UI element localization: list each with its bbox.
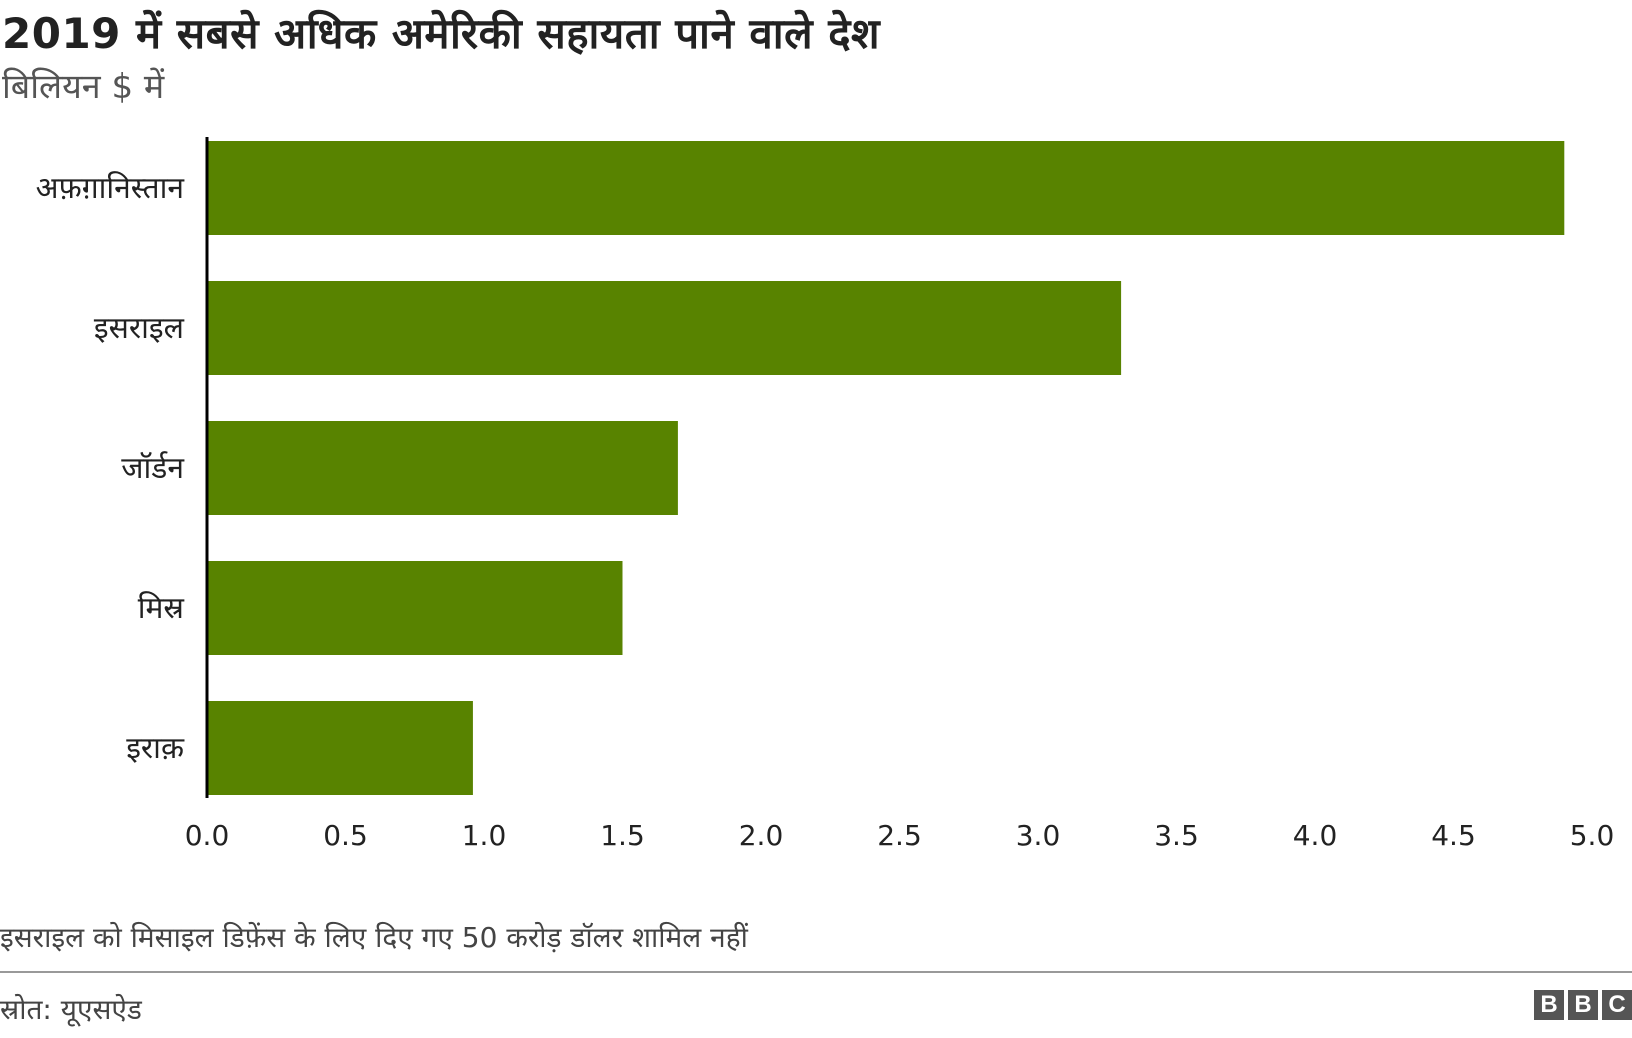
bar-0 [207,141,1565,235]
bar-1 [207,281,1122,375]
tick-label-4: 2.0 [739,819,784,852]
bar-chart: अफ़ग़ानिस्तान इसराइल जॉर्डन मिस्र इराक़ 0.0 0.… [36,137,1615,852]
logo-letter-c: C [1602,990,1632,1020]
tick-label-3: 1.5 [600,819,645,852]
tick-label-10: 5.0 [1570,819,1615,852]
tick-label-7: 3.5 [1154,819,1199,852]
category-label-0: अफ़ग़ानिस्तान [36,171,186,206]
tick-label-1: 0.5 [323,819,368,852]
tick-label-0: 0.0 [185,819,230,852]
chart-subtitle: बिलियन $ में [2,67,165,107]
tick-label-5: 2.5 [877,819,922,852]
tick-label-6: 3.0 [1016,819,1061,852]
bbc-logo: B B C [1534,990,1632,1020]
source-text: स्रोत: यूएसऐड [0,993,142,1026]
tick-label-9: 4.5 [1431,819,1476,852]
logo-letter-b2: B [1568,990,1598,1020]
footer-divider [0,971,1632,973]
tick-label-2: 1.0 [462,819,507,852]
category-label-3: मिस्र [138,591,185,626]
logo-letter-b1: B [1534,990,1564,1020]
bar-2 [207,421,678,515]
chart-title: 2019 में सबसे अधिक अमेरिकी सहायता पाने व… [2,9,881,58]
chart-note: इसराइल को मिसाइल डिफ़ेंस के लिए दिए गए 5… [0,921,748,954]
tick-label-8: 4.0 [1293,819,1338,852]
bar-3 [207,561,623,655]
category-label-2: जॉर्डन [121,451,185,486]
bar-4 [207,701,473,795]
category-label-1: इसराइल [94,311,185,346]
category-label-4: इराक़ [126,731,185,766]
